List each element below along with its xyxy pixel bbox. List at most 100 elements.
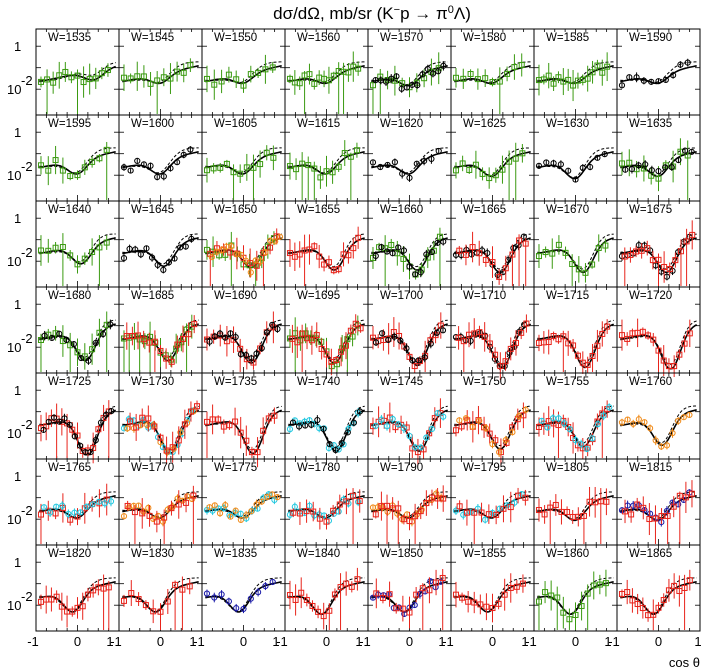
panel-label: W=1545	[131, 32, 174, 44]
panel: W=1635	[616, 114, 701, 202]
data-point-circle	[338, 439, 345, 447]
data-point-circle	[579, 164, 586, 171]
data-point-circle	[169, 503, 176, 510]
panel-label: W=1655	[297, 204, 340, 216]
panel-label: W=1760	[629, 376, 672, 388]
data-point-circle	[662, 76, 669, 84]
data-point-circle	[434, 410, 441, 417]
fit-curve-solid	[122, 151, 199, 175]
data-point-square	[437, 322, 444, 329]
data-point-square	[417, 508, 424, 515]
panel: W=1865	[616, 544, 701, 632]
data-point-circle	[206, 504, 213, 511]
panel: W=1595	[35, 114, 120, 202]
fit-curve-dashed	[620, 405, 697, 444]
panel: W=1750	[450, 372, 535, 466]
data-point-circle	[428, 425, 436, 433]
fit-curve-dashed	[205, 405, 282, 451]
data-point-circle	[395, 244, 402, 251]
data-point-square	[133, 424, 140, 431]
data-point-square	[661, 264, 668, 271]
panel: W=1695	[284, 286, 369, 376]
data-point-circle	[240, 605, 247, 613]
data-point-square	[194, 403, 201, 410]
panel: W=1650	[201, 200, 286, 288]
data-point-square	[580, 512, 587, 519]
data-point-circle	[216, 330, 224, 337]
data-point-circle	[511, 499, 518, 506]
data-point-circle	[641, 419, 648, 426]
data-point-circle	[53, 503, 60, 510]
data-point-square	[161, 514, 168, 521]
data-point-circle	[594, 420, 602, 428]
data-point-square	[681, 340, 688, 347]
data-point-square	[586, 498, 593, 505]
panel: W=1605	[201, 114, 286, 202]
data-point-circle	[40, 504, 48, 511]
panel-label: W=1805	[546, 462, 589, 474]
data-point-square	[671, 363, 678, 370]
data-point-square	[135, 596, 142, 603]
x-tick-label-1: 1	[355, 634, 362, 649]
data-point-square	[217, 164, 224, 171]
data-point-square	[584, 361, 591, 368]
data-point-circle	[520, 233, 527, 240]
data-point-square	[316, 515, 323, 522]
data-point-circle	[377, 163, 384, 171]
data-point-square	[67, 516, 74, 523]
data-point-square	[388, 241, 395, 248]
data-point-circle	[99, 330, 107, 338]
panel-label: W=1755	[546, 376, 589, 388]
data-point-circle	[429, 70, 437, 77]
data-point-square	[286, 250, 293, 257]
panel-label: W=1535	[48, 32, 91, 44]
data-point-circle	[289, 419, 297, 426]
data-point-square	[542, 589, 549, 596]
data-point-circle	[101, 500, 108, 507]
data-point-circle	[578, 440, 585, 448]
panel: W=1820	[35, 544, 120, 632]
title-superscript-minus: −	[394, 4, 400, 16]
fit-curve-dashed	[288, 491, 365, 518]
data-point-square	[248, 449, 255, 456]
data-point-square	[542, 249, 549, 256]
data-point-circle	[397, 337, 404, 344]
x-tick-label-0: 0	[489, 634, 496, 649]
data-point-square	[352, 320, 359, 327]
data-point-circle	[66, 421, 73, 428]
data-point-square	[335, 266, 342, 273]
data-point-circle	[232, 507, 239, 514]
data-point-circle	[369, 594, 377, 601]
data-point-square	[179, 586, 186, 593]
data-point-square	[595, 244, 602, 251]
data-point-square	[386, 591, 393, 598]
data-point-circle	[171, 255, 178, 262]
data-point-square	[299, 330, 306, 337]
data-point-square	[476, 329, 483, 336]
data-point-circle	[668, 164, 675, 171]
data-point-square	[507, 345, 514, 352]
data-point-square	[74, 513, 81, 520]
data-point-square	[81, 164, 88, 171]
panel: W=1535	[35, 28, 120, 116]
data-point-circle	[624, 416, 631, 423]
data-point-circle	[356, 408, 364, 415]
data-point-square	[522, 494, 529, 501]
data-point-circle	[440, 62, 447, 69]
data-point-square	[652, 515, 659, 522]
data-point-circle	[413, 160, 420, 167]
data-point-circle	[583, 445, 590, 453]
panel: W=1835	[201, 544, 286, 632]
data-point-circle	[391, 159, 398, 166]
data-point-square	[45, 167, 52, 174]
data-point-square	[660, 357, 667, 364]
data-point-circle	[421, 157, 428, 165]
data-point-square	[655, 256, 662, 263]
data-point-square	[52, 244, 59, 251]
panel: W=1620	[367, 114, 452, 202]
fit-curve-dashed	[454, 61, 531, 84]
data-point-circle	[48, 334, 56, 341]
data-point-circle	[484, 249, 491, 257]
data-point-square	[393, 605, 400, 612]
